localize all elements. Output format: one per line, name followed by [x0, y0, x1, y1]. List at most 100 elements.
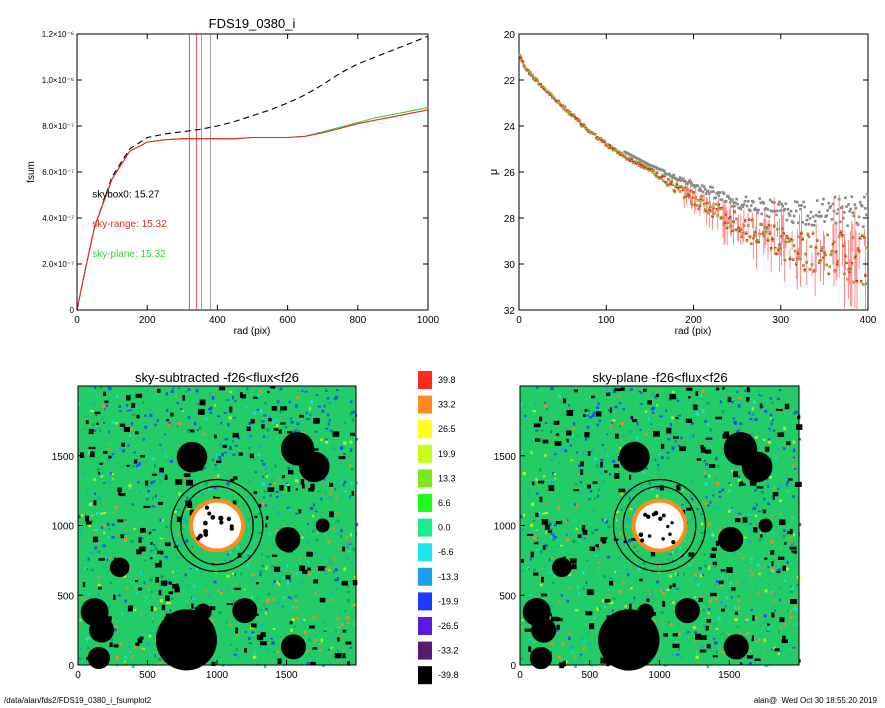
green-point	[565, 111, 568, 114]
noise-pixel	[343, 620, 346, 624]
gray-point	[722, 192, 726, 196]
noise-pixel	[708, 474, 711, 478]
small-mask	[566, 410, 574, 416]
noise-pixel	[114, 505, 119, 510]
noise-pixel	[108, 430, 110, 434]
noise-pixel	[792, 412, 796, 416]
green-point	[703, 203, 706, 206]
green-point	[771, 236, 774, 239]
noise-pixel	[229, 643, 232, 646]
noise-pixel	[113, 450, 116, 454]
gray-point	[816, 214, 820, 218]
noise-pixel	[672, 559, 674, 563]
small-mask	[595, 411, 602, 417]
gray-point	[683, 179, 687, 183]
core-mask	[638, 532, 644, 538]
noise-pixel	[103, 421, 106, 425]
small-mask	[226, 603, 233, 606]
noise-pixel	[306, 661, 310, 666]
noise-pixel	[322, 620, 325, 624]
small-mask	[139, 636, 144, 640]
small-mask	[250, 419, 255, 424]
noise-pixel	[89, 502, 93, 507]
colorbar-label: -33.2	[438, 646, 459, 656]
noise-pixel	[121, 612, 124, 616]
green-point	[629, 157, 632, 160]
green-point	[861, 233, 864, 236]
small-mask	[287, 486, 291, 492]
core-mask	[640, 538, 645, 543]
gray-point	[803, 205, 806, 209]
noise-pixel	[613, 389, 617, 394]
noise-pixel	[736, 430, 740, 434]
noise-pixel	[526, 566, 529, 570]
small-mask	[96, 422, 99, 425]
noise-pixel	[747, 513, 751, 516]
noise-pixel	[779, 586, 782, 590]
noise-pixel	[202, 467, 206, 470]
noise-pixel	[777, 447, 780, 451]
noise-pixel	[323, 630, 327, 632]
noise-pixel	[559, 544, 563, 547]
green-point	[758, 233, 761, 236]
gray-point	[830, 218, 834, 221]
green-point	[799, 258, 802, 261]
small-mask	[706, 643, 711, 649]
aperture-ellipse	[170, 478, 264, 573]
noise-pixel	[280, 617, 284, 620]
noise-pixel	[539, 550, 544, 554]
noise-pixel	[677, 444, 681, 447]
noise-pixel	[709, 500, 712, 504]
noise-pixel	[694, 638, 697, 642]
colorbar-swatch	[418, 420, 432, 439]
noise-pixel	[681, 503, 684, 506]
green-point	[830, 251, 833, 254]
noise-pixel	[340, 534, 343, 538]
noise-pixel	[566, 660, 568, 663]
noise-pixel	[758, 572, 761, 576]
noise-pixel	[275, 424, 279, 428]
noise-pixel	[266, 599, 270, 604]
noise-pixel	[791, 541, 794, 545]
green-point	[787, 239, 790, 242]
noise-pixel	[635, 436, 639, 440]
green-point	[569, 111, 572, 114]
panel-sky-subtracted: sky-subtracted -f26<flux<f26 0 500 1000 150…	[52, 370, 359, 681]
noise-pixel	[629, 388, 634, 391]
noise-pixel	[273, 580, 277, 583]
x-tick-label: 200	[685, 315, 702, 326]
noise-pixel	[103, 482, 106, 484]
red-point	[647, 168, 650, 171]
red-point	[521, 60, 525, 64]
noise-pixel	[594, 528, 598, 531]
red-point	[541, 85, 545, 89]
noise-pixel	[671, 550, 675, 554]
small-mask	[121, 442, 125, 447]
green-point	[612, 149, 615, 152]
small-mask	[580, 469, 584, 476]
noise-pixel	[302, 432, 306, 435]
green-point	[836, 264, 839, 267]
noise-pixel	[274, 419, 278, 422]
gray-point	[856, 223, 860, 227]
small-mask	[722, 387, 725, 390]
small-mask	[734, 518, 741, 523]
green-point	[796, 258, 799, 261]
noise-pixel	[566, 599, 570, 603]
red-point	[755, 240, 758, 244]
aperture-ellipse	[180, 485, 254, 566]
noise-pixel	[597, 570, 600, 573]
noise-pixel	[191, 545, 194, 549]
noise-pixel	[333, 397, 338, 400]
noise-pixel	[86, 492, 89, 496]
green-point	[803, 270, 806, 273]
green-point	[794, 250, 797, 253]
noise-pixel	[700, 522, 704, 526]
noise-pixel	[158, 657, 162, 662]
noise-pixel	[596, 556, 599, 559]
small-mask	[770, 550, 775, 555]
noise-pixel	[324, 440, 329, 444]
star-mask	[531, 617, 557, 643]
small-mask	[155, 576, 160, 583]
noise-pixel	[784, 622, 787, 626]
